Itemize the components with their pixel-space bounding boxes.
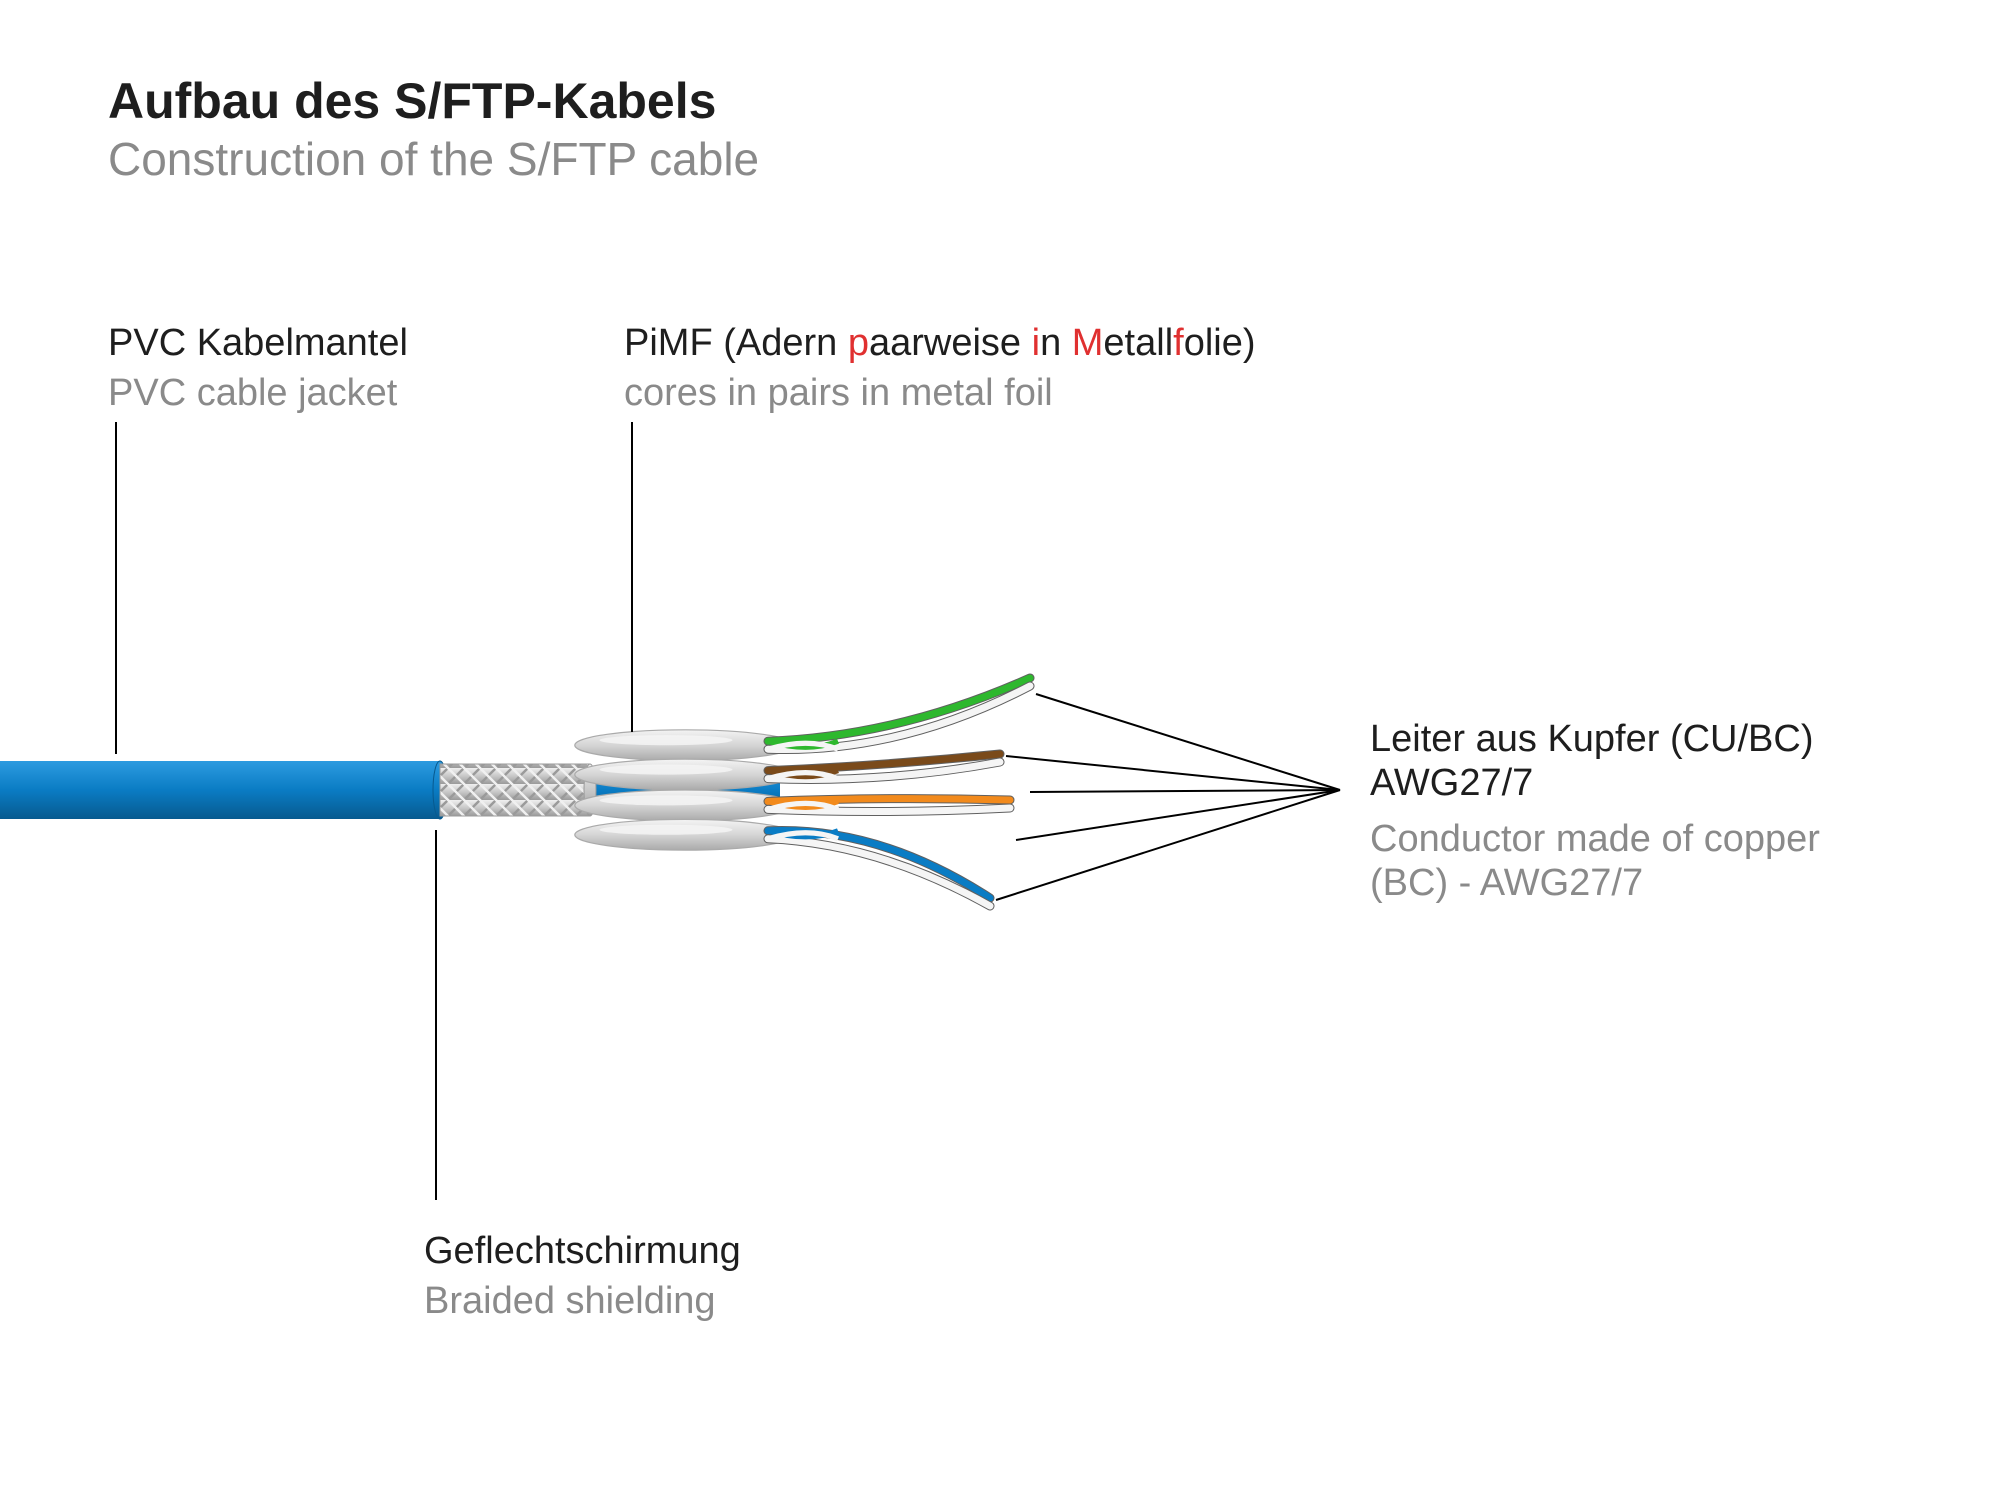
cable-illustration: [0, 0, 2000, 1500]
diagram-canvas: Aufbau des S/FTP-Kabels Construction of …: [0, 0, 2000, 1500]
